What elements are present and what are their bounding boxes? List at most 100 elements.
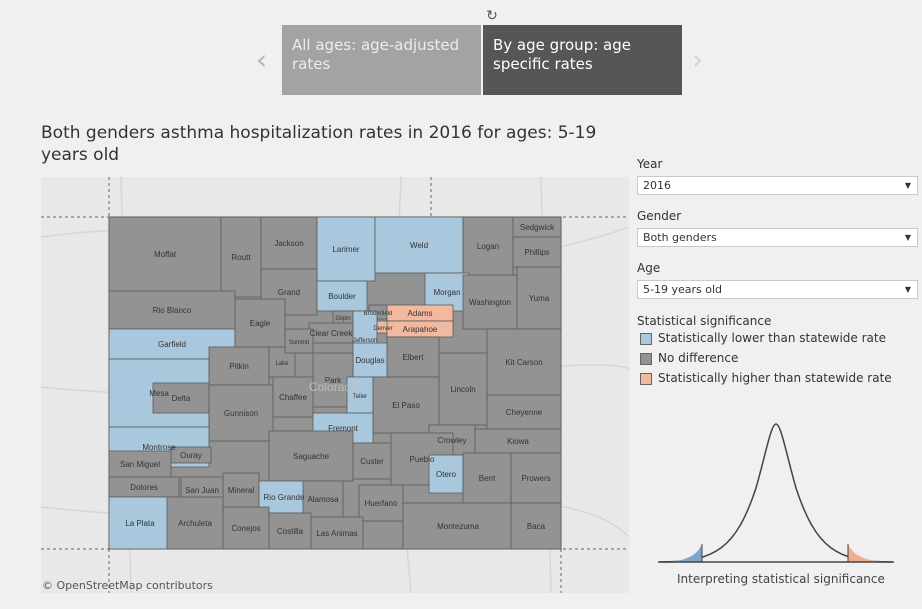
county-label-elbert: Elbert (403, 353, 425, 362)
county-label-kit-carson: Kit Carson (505, 358, 542, 367)
legend-item-none[interactable]: No difference (640, 351, 738, 367)
county-label-summit: Summit (289, 340, 310, 346)
county-label-jefferson: Jefferson (353, 338, 378, 344)
county-label-pitkin: Pitkin (229, 362, 249, 371)
county-label-arapahoe: Arapahoe (403, 325, 438, 334)
county-phillips[interactable] (512, 236, 562, 268)
county-label-la-plata: La Plata (125, 519, 155, 528)
county-otero[interactable] (428, 454, 464, 494)
county-label-garfield: Garfield (158, 340, 186, 349)
county-prowers[interactable] (510, 452, 562, 504)
county-archuleta[interactable] (166, 496, 224, 550)
county-label-baca: Baca (527, 522, 546, 531)
county-elbert[interactable] (386, 336, 440, 378)
county-label-alamosa: Alamosa (307, 495, 339, 504)
county-las-animas[interactable] (310, 516, 364, 550)
county-logan[interactable] (462, 216, 514, 276)
county-huerfano[interactable] (358, 484, 404, 522)
county-label-morgan: Morgan (433, 288, 460, 297)
county-label-sedgwick: Sedgwick (520, 223, 555, 232)
osm-credit[interactable]: © OpenStreetMap contributors (42, 579, 213, 592)
age-value: 5-19 years old (643, 283, 722, 296)
county-costilla[interactable] (268, 512, 312, 550)
county-label-denver: Denver (373, 326, 392, 332)
county-alamosa[interactable] (302, 480, 344, 518)
gender-select[interactable]: Both genders ▼ (637, 228, 918, 247)
map-svg: Moffat Routt Jackson Larimer Weld Logan Sedgwi… (41, 177, 629, 593)
county-label-logan: Logan (477, 242, 499, 251)
year-select[interactable]: 2016 ▼ (637, 176, 918, 195)
chevron-down-icon: ▼ (904, 181, 911, 190)
age-select[interactable]: 5-19 years old ▼ (637, 280, 918, 299)
tab-by-age-group[interactable]: By age group: age specific rates (483, 25, 682, 95)
county-yuma[interactable] (516, 266, 562, 330)
state-label: Colorado (309, 380, 358, 394)
county-label-conejos: Conejos (231, 524, 260, 533)
county-label-weld: Weld (410, 241, 428, 250)
county-label-park: Park (325, 376, 342, 385)
county-label-adams: Adams (408, 309, 433, 318)
legend-item-lower[interactable]: Statistically lower than statewide rate (640, 331, 886, 347)
county-label-gunnison: Gunnison (224, 409, 258, 418)
county-montezuma[interactable] (402, 502, 514, 550)
county-label-cheyenne: Cheyenne (506, 408, 543, 417)
county-label-mineral: Mineral (228, 486, 254, 495)
bell-curve (659, 423, 893, 563)
legend-label-none: No difference (658, 351, 739, 365)
county-custer[interactable] (352, 442, 392, 480)
county-label-costilla: Costilla (277, 527, 304, 536)
county-jackson[interactable] (260, 216, 318, 270)
county-el-paso[interactable] (372, 376, 440, 434)
prev-arrow-icon[interactable]: ‹ (256, 43, 268, 76)
county-label-lincoln: Lincoln (450, 385, 475, 394)
county-park[interactable] (312, 352, 354, 408)
county-teller[interactable] (346, 376, 374, 414)
county-label-douglas: Douglas (355, 356, 384, 365)
map-title: Both genders asthma hospitalization rate… (41, 123, 597, 165)
reset-icon[interactable]: ↻ (486, 8, 498, 24)
county-label-las-animas: Las Animas (316, 529, 357, 538)
county-label-bent: Bent (479, 474, 496, 483)
tab-all-ages[interactable]: All ages: age-adjusted rates (282, 25, 481, 95)
colorado-county-map[interactable]: Moffat Routt Jackson Larimer Weld Logan Sedgwi… (41, 177, 629, 593)
county-label-montezuma: Montezuma (437, 522, 479, 531)
legend-swatch-lower (640, 333, 652, 345)
bell-curve-diagram (658, 423, 894, 563)
chevron-down-icon: ▼ (904, 285, 911, 294)
county-douglas[interactable] (352, 342, 388, 378)
county-mineral[interactable] (222, 472, 260, 508)
county-rio-blanco[interactable] (108, 290, 236, 330)
county-label-routt: Routt (231, 253, 251, 262)
county-san-miguel[interactable] (108, 450, 172, 478)
legend-item-higher[interactable]: Statistically higher than statewide rate (640, 371, 892, 387)
interpretation-label[interactable]: Interpreting statistical significance (677, 572, 885, 586)
county-label-chaffee: Chaffee (279, 393, 307, 402)
county-baca[interactable] (510, 502, 562, 550)
county-label-larimer: Larimer (332, 245, 359, 254)
county-label-yuma: Yuma (529, 294, 550, 303)
county-la-plata[interactable] (108, 496, 172, 550)
age-label: Age (637, 261, 661, 275)
gender-value: Both genders (643, 231, 717, 244)
legend-swatch-higher (640, 373, 652, 385)
county-label-huerfano: Huerfano (365, 499, 398, 508)
county-chaffee[interactable] (272, 376, 314, 418)
county-cheyenne[interactable] (486, 394, 562, 430)
county-label-lake: Lake (275, 361, 289, 367)
county-weld[interactable] (374, 216, 464, 274)
county-eagle[interactable] (234, 298, 286, 348)
county-summit[interactable] (284, 328, 314, 354)
county-label-teller: Teller (353, 394, 367, 400)
county-pitkin[interactable] (208, 346, 270, 386)
county-gunnison[interactable] (208, 384, 274, 442)
county-label-el-paso: El Paso (392, 401, 420, 410)
county-label-gilpin: Gilpin (335, 316, 350, 322)
legend-swatch-none (640, 353, 652, 365)
county-conejos[interactable] (222, 506, 270, 550)
county-label-mesa: Mesa (149, 389, 169, 398)
county-label-washington: Washington (469, 298, 511, 307)
year-value: 2016 (643, 179, 671, 192)
next-arrow-icon[interactable]: › (692, 43, 704, 76)
county-label-san-juan: San Juan (185, 486, 219, 495)
upper-tail (848, 544, 892, 562)
